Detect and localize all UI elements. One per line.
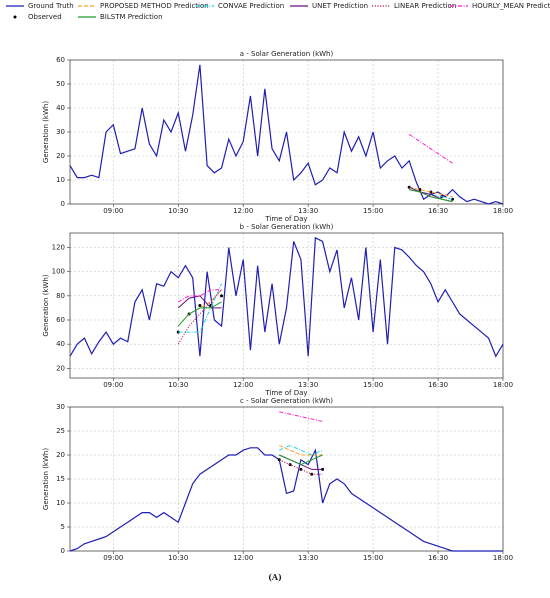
legend-label: BILSTM Prediction xyxy=(100,13,163,21)
x-tick-label: 18:00 xyxy=(493,381,513,389)
series-line xyxy=(408,133,453,164)
subplot-title: a - Solar Generation (kWh) xyxy=(240,50,334,58)
y-tick-label: 30 xyxy=(56,403,65,411)
series-line xyxy=(279,454,323,466)
series-line xyxy=(279,444,323,456)
y-tick-label: 15 xyxy=(56,475,65,483)
y-tick-label: 0 xyxy=(61,200,65,208)
y-tick-label: 60 xyxy=(56,316,65,324)
x-tick-label: 10:30 xyxy=(168,381,188,389)
legend-label: Observed xyxy=(28,13,62,21)
series-line xyxy=(178,289,222,303)
y-tick-label: 20 xyxy=(56,451,65,459)
y-tick-label: 20 xyxy=(56,152,65,160)
plot-frame xyxy=(69,406,504,552)
y-tick-label: 0 xyxy=(61,547,65,555)
subplot: a - Solar Generation (kWh) 0 10 20 30 40 50 60 0… xyxy=(42,50,513,223)
x-tick-label: 16:30 xyxy=(428,381,448,389)
y-tick-label: 60 xyxy=(56,56,65,64)
x-tick-label: 09:00 xyxy=(103,207,123,215)
y-tick-label: 40 xyxy=(56,104,65,112)
observed-point xyxy=(321,467,325,471)
y-tick-label: 5 xyxy=(61,523,65,531)
x-tick-label: 13:30 xyxy=(298,554,318,562)
x-tick-label: 12:00 xyxy=(233,381,253,389)
legend-label: HOURLY_MEAN Prediction xyxy=(472,2,550,10)
legend-marker xyxy=(13,15,17,19)
caption: (A) xyxy=(268,572,282,582)
x-tick-label: 16:30 xyxy=(428,207,448,215)
y-tick-label: 100 xyxy=(52,268,65,276)
legend-label: CONVAE Prediction xyxy=(218,2,284,10)
legend-label: Ground Truth xyxy=(28,2,74,10)
subplot-title: b - Solar Generation (kWh) xyxy=(240,223,334,231)
y-tick-label: 30 xyxy=(56,128,65,136)
x-tick-label: 13:30 xyxy=(298,381,318,389)
plot-frame xyxy=(69,59,504,205)
observed-point xyxy=(220,294,224,298)
legend-label: PROPOSED METHOD Prediction xyxy=(100,2,209,10)
y-tick-label: 10 xyxy=(56,499,65,507)
subplot-title: c - Solar Generation (kWh) xyxy=(240,397,333,405)
x-tick-label: 10:30 xyxy=(168,554,188,562)
observed-point xyxy=(429,190,433,194)
legend-label: UNET Prediction xyxy=(312,2,368,10)
x-axis-label: Time of Day xyxy=(264,215,307,223)
plot-frame xyxy=(69,232,504,379)
x-tick-label: 09:00 xyxy=(103,381,123,389)
x-tick-label: 18:00 xyxy=(493,554,513,562)
y-tick-label: 25 xyxy=(56,427,65,435)
x-axis-label: Time of Day xyxy=(264,389,307,397)
series-line xyxy=(178,283,223,333)
x-tick-label: 16:30 xyxy=(428,554,448,562)
x-tick-label: 09:00 xyxy=(103,554,123,562)
y-tick-label: 50 xyxy=(56,80,65,88)
observed-point xyxy=(450,197,454,201)
x-tick-label: 15:00 xyxy=(363,381,383,389)
series-line xyxy=(177,289,222,345)
series-line xyxy=(177,295,222,309)
y-tick-label: 80 xyxy=(56,292,65,300)
series-line xyxy=(279,411,323,422)
subplot: b - Solar Generation (kWh) 20 40 60 80 100 120… xyxy=(42,223,513,397)
x-tick-label: 15:00 xyxy=(363,207,383,215)
series-line xyxy=(409,189,453,203)
series-line xyxy=(279,444,323,456)
y-tick-label: 10 xyxy=(56,176,65,184)
series-line xyxy=(177,301,222,327)
x-tick-label: 12:00 xyxy=(233,207,253,215)
x-tick-label: 18:00 xyxy=(493,207,513,215)
observed-point xyxy=(198,304,202,307)
y-tick-label: 20 xyxy=(56,364,65,372)
y-axis-label: Generation (kWh) xyxy=(42,274,50,336)
series-line xyxy=(69,447,503,552)
subplot: c - Solar Generation (kWh) 0 5 10 15 20 25 30 09… xyxy=(42,397,513,562)
y-axis-label: Generation (kWh) xyxy=(42,448,50,510)
observed-point xyxy=(418,188,422,192)
series-line xyxy=(409,186,453,198)
x-tick-label: 10:30 xyxy=(168,207,188,215)
x-tick-label: 13:30 xyxy=(298,207,318,215)
y-axis-label: Generation (kWh) xyxy=(42,101,50,163)
y-tick-label: 120 xyxy=(52,244,65,252)
y-tick-label: 40 xyxy=(56,340,65,348)
series-line xyxy=(69,236,504,358)
x-tick-label: 15:00 xyxy=(363,554,383,562)
series-line xyxy=(408,186,453,203)
x-tick-label: 12:00 xyxy=(233,554,253,562)
legend-label: LINEAR Prediction xyxy=(394,2,456,10)
